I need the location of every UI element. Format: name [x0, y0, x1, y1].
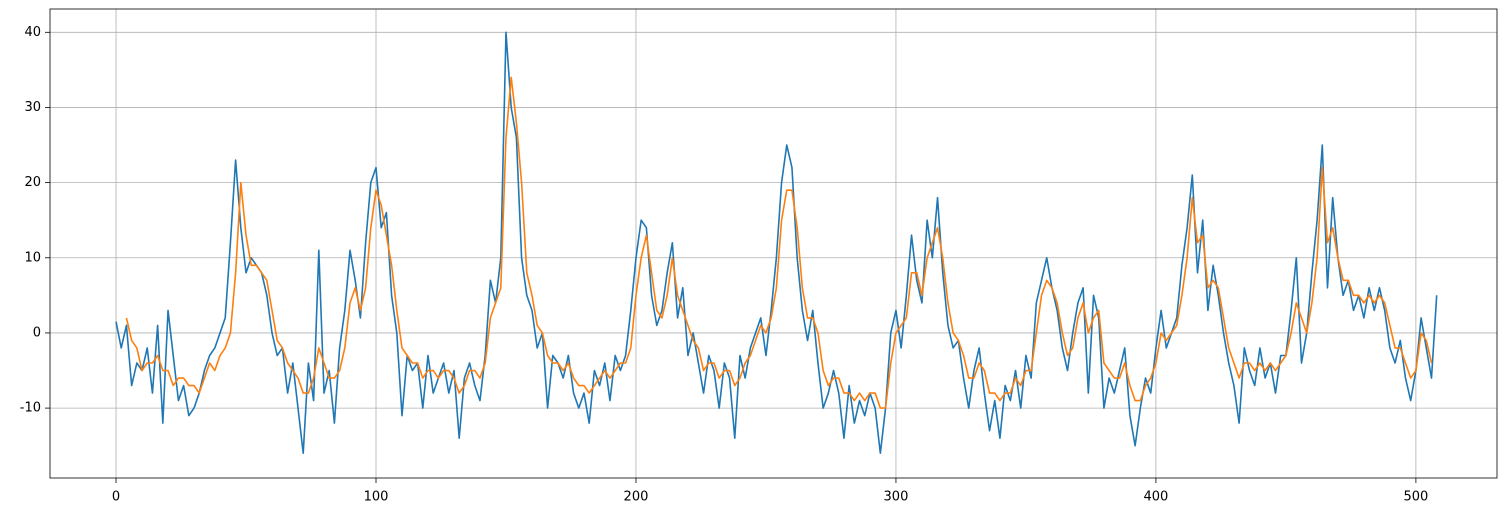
lines	[115, 31, 1438, 454]
plot-area	[50, 9, 1497, 478]
y-tick-label: -10	[20, 401, 41, 416]
y-tick-label: 0	[33, 325, 41, 340]
x-tick-label: 100	[364, 490, 389, 505]
axes-frame	[49, 8, 1498, 479]
y-tick-label: 40	[24, 25, 41, 40]
y-tick-label: 10	[24, 250, 41, 265]
x-tick-label: 400	[1144, 490, 1169, 505]
x-tick-label: 500	[1403, 490, 1428, 505]
y-tick-label: 30	[24, 100, 41, 115]
series-line	[125, 76, 1433, 409]
x-tick-label: 0	[112, 490, 120, 505]
ticks: 0 100 200 300 400 500 -10 0 10 20 30 40	[20, 25, 1429, 505]
x-tick-label: 200	[624, 490, 649, 505]
x-tick-label: 300	[884, 490, 909, 505]
grid	[50, 9, 1497, 478]
y-tick-label: 20	[24, 175, 41, 190]
